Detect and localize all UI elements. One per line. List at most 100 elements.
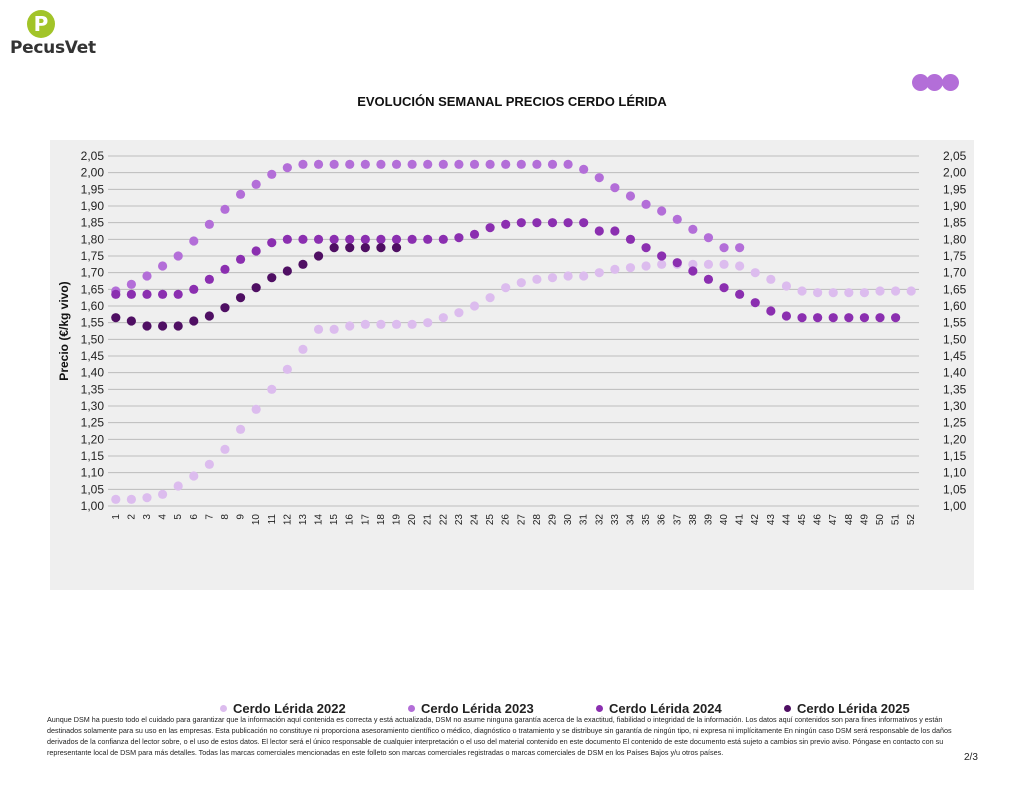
legend-marker-icon (596, 705, 603, 712)
series-3-point (360, 234, 370, 244)
x-tick-label: 43 (766, 514, 777, 526)
series-2-point (703, 233, 714, 243)
series-1-point (329, 324, 339, 334)
series-1-point (485, 293, 495, 303)
series-3-point (516, 218, 526, 228)
y-tick-label-left: 1,00 (81, 499, 105, 513)
series-2-point (485, 159, 495, 169)
y-tick-label-right: 1,25 (943, 416, 967, 430)
series-2-point (126, 279, 136, 289)
series-1-point (391, 319, 402, 329)
series-1-point (111, 494, 121, 504)
x-tick-label: 33 (610, 514, 621, 526)
y-tick-label-right: 1,10 (943, 466, 967, 480)
chart-legend: Cerdo Lérida 2022 Cerdo Lérida 2023 Cerdo … (220, 701, 960, 723)
brand-dot (926, 74, 943, 91)
y-tick-label-left: 1,40 (81, 366, 105, 380)
series-1-point (859, 288, 870, 298)
series-3-point (875, 313, 885, 323)
series-2-point (189, 236, 199, 246)
logo-text: PecusVet (10, 38, 96, 58)
series-1-point (407, 319, 417, 329)
y-tick-label-left: 1,20 (81, 432, 105, 446)
series-2-point (563, 159, 573, 169)
series-2-point (735, 243, 745, 253)
series-1-point (298, 344, 308, 354)
x-tick-label: 30 (563, 514, 574, 526)
series-3-point (235, 254, 246, 264)
x-tick-label: 28 (532, 514, 543, 526)
series-3-point (501, 219, 511, 229)
series-2-point (594, 173, 604, 183)
series-2-point (641, 199, 651, 209)
x-tick-label: 14 (314, 514, 325, 526)
series-4-point (345, 243, 355, 253)
x-tick-label: 24 (470, 514, 481, 526)
series-1-point (844, 288, 854, 298)
series-3-point (438, 234, 448, 244)
series-3-point (547, 218, 558, 228)
y-tick-label-right: 1,40 (943, 366, 967, 380)
x-tick-label: 39 (703, 514, 714, 526)
y-tick-label-right: 1,05 (943, 482, 967, 496)
x-tick-label: 29 (547, 514, 558, 526)
legend-item: Cerdo Lérida 2024 (596, 701, 722, 716)
series-3-point (563, 218, 573, 228)
y-tick-label-left: 1,90 (81, 199, 105, 213)
series-3-point (189, 284, 199, 294)
series-3-point (329, 234, 339, 244)
series-2-point (345, 159, 355, 169)
series-3-point (454, 233, 464, 243)
legend-marker-icon (220, 705, 227, 712)
series-1-point (376, 319, 386, 329)
series-4-point (126, 316, 136, 326)
series-3-point (781, 311, 792, 321)
y-tick-label-left: 1,15 (81, 449, 105, 463)
y-tick-label-left: 1,80 (81, 232, 105, 246)
chart-panel: 1,00 1,00 1,05 1,05 1,10 1,10 1,15 1,15 1,20 1,20… (50, 140, 974, 716)
series-4-point (313, 251, 324, 261)
series-3-point (610, 226, 620, 236)
x-tick-label: 1 (111, 514, 122, 520)
series-3-point (657, 251, 667, 261)
x-tick-label: 15 (329, 514, 340, 526)
x-tick-label: 6 (189, 514, 200, 520)
series-2-point (625, 191, 636, 201)
y-tick-label-left: 1,75 (81, 249, 105, 263)
y-tick-label-left: 1,65 (81, 282, 105, 296)
series-3-point (594, 226, 604, 236)
series-2-point (204, 219, 214, 229)
series-1-point (454, 308, 464, 318)
series-1-point (282, 364, 292, 374)
series-3-point (859, 313, 870, 323)
series-2-point (532, 159, 542, 169)
y-tick-label-right: 2,05 (943, 149, 967, 163)
series-4-point (360, 243, 370, 253)
series-2-point (547, 159, 558, 169)
legend-item: Cerdo Lérida 2025 (784, 701, 910, 716)
series-2-point (157, 261, 168, 271)
brand-dots-icon (912, 72, 962, 92)
y-tick-label-left: 1,95 (81, 182, 105, 196)
x-tick-label: 16 (345, 514, 356, 526)
series-1-point (625, 263, 636, 273)
series-3-point (719, 283, 729, 293)
page-number: 2/3 (964, 752, 978, 763)
series-2-point (438, 159, 448, 169)
series-1-point (641, 261, 651, 271)
x-tick-label: 46 (813, 514, 824, 526)
x-tick-label: 44 (781, 514, 792, 526)
y-tick-label-left: 1,55 (81, 316, 105, 330)
series-4-point (267, 273, 277, 283)
series-1-point (220, 444, 230, 454)
series-3-point (126, 289, 136, 299)
series-2-point (719, 243, 729, 253)
x-tick-label: 37 (672, 514, 683, 526)
y-tick-label-left: 1,70 (81, 266, 105, 280)
disclaimer-text: Aunque DSM ha puesto todo el cuidado par… (47, 715, 952, 757)
series-1-point (719, 259, 729, 269)
series-3-point (423, 234, 433, 244)
series-3-point (204, 274, 214, 284)
series-3-point (313, 234, 324, 244)
y-tick-label-right: 1,85 (943, 216, 967, 230)
